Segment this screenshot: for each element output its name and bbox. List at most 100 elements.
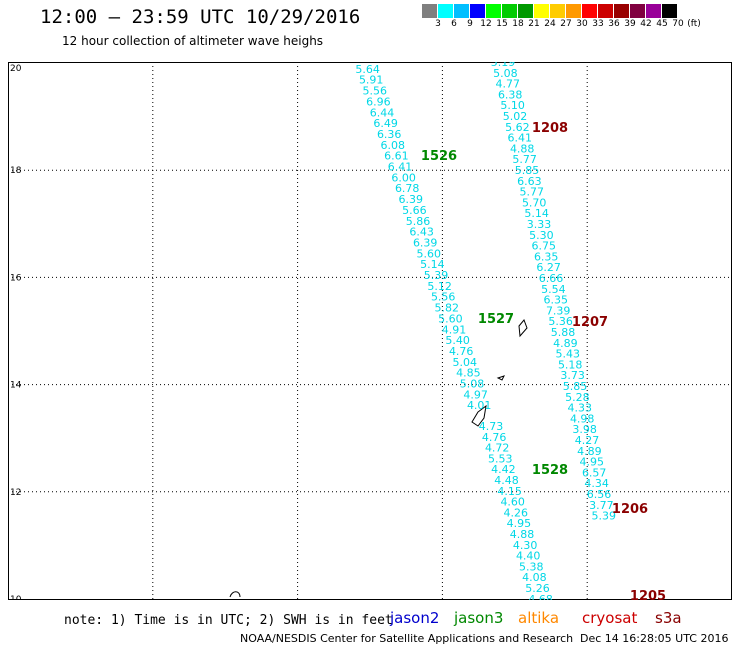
swh-value-1525: 5.72 bbox=[352, 62, 377, 65]
colorbar-label: 70 bbox=[672, 19, 684, 29]
credit-date: Dec 14 16:28:05 UTC 2016 bbox=[580, 632, 729, 645]
colorbar-swatch bbox=[662, 4, 678, 18]
swh-value-1208: 6.35 bbox=[534, 250, 559, 263]
track-time-label: 1528 bbox=[532, 463, 568, 478]
rota-island bbox=[496, 375, 505, 381]
swh-value-1525: 5.04 bbox=[453, 356, 478, 369]
swh-value-1528: 4.40 bbox=[516, 550, 541, 563]
swh-value-1208: 6.57 bbox=[582, 466, 607, 479]
swh-value-1525: 6.39 bbox=[399, 193, 424, 206]
legend-jason2: jason2 bbox=[390, 609, 440, 627]
swh-value-1208: 5.77 bbox=[512, 153, 537, 166]
swh-value-1528: 4.42 bbox=[491, 463, 516, 476]
swh-value-1208: 5.14 bbox=[524, 207, 549, 220]
colorbar-label: 24 bbox=[544, 19, 556, 29]
colorbar-label: 45 bbox=[656, 19, 668, 29]
swh-value-1528: 4.30 bbox=[513, 539, 538, 552]
swh-value-1528: 4.48 bbox=[494, 474, 519, 487]
swh-value-1528: 4.08 bbox=[522, 571, 547, 584]
track-time-label: 1525 bbox=[385, 62, 421, 66]
swh-value-1528: 4.73 bbox=[479, 420, 504, 433]
swh-value-1525: 5.82 bbox=[435, 302, 460, 315]
swh-value-1525: 4.01 bbox=[467, 399, 492, 412]
swh-value-1525: 6.61 bbox=[384, 150, 409, 163]
track-time-label: 1205 bbox=[630, 589, 666, 600]
colorbar-swatch bbox=[518, 4, 534, 18]
swh-value-1208: 6.56 bbox=[587, 488, 612, 501]
track-time-label: 1206 bbox=[612, 502, 648, 517]
swh-value-1525: 4.76 bbox=[449, 345, 474, 358]
colorbar-swatch bbox=[486, 4, 502, 18]
track-time-label: 1208 bbox=[532, 121, 568, 136]
swh-value-1208: 4.89 bbox=[553, 337, 578, 350]
swh-value-1208: 3.77 bbox=[589, 499, 614, 512]
swh-value-1525: 6.78 bbox=[395, 182, 420, 195]
swh-value-1208: 5.85 bbox=[515, 164, 540, 177]
swh-value-1525: 6.43 bbox=[409, 226, 434, 239]
swh-value-1528: 4.88 bbox=[510, 528, 535, 541]
swh-value-1208: 5.28 bbox=[565, 391, 590, 404]
colorbar-label: 9 bbox=[467, 19, 473, 29]
swh-value-1208: 5.10 bbox=[500, 99, 525, 112]
swh-value-1208: 4.33 bbox=[568, 402, 593, 415]
swh-value-1208: 5.85 bbox=[563, 380, 588, 393]
colorbar-swatch bbox=[582, 4, 598, 18]
colorbar bbox=[422, 4, 678, 18]
swh-value-1208: 5.39 bbox=[592, 510, 617, 523]
lat-tick-label: 10 bbox=[10, 595, 22, 600]
colorbar-swatch bbox=[630, 4, 646, 18]
swh-value-1525: 5.08 bbox=[460, 378, 485, 391]
swh-value-1208: 4.95 bbox=[580, 456, 605, 469]
swh-value-1528: 5.38 bbox=[519, 560, 544, 573]
swh-value-1525: 6.49 bbox=[373, 117, 398, 130]
swh-value-1208: 4.98 bbox=[570, 412, 595, 425]
map-subtitle: 12 hour collection of altimeter wave hei… bbox=[62, 34, 324, 48]
swh-value-1525: 6.08 bbox=[381, 139, 406, 152]
swh-value-1208: 6.63 bbox=[517, 175, 542, 188]
colorbar-swatch bbox=[438, 4, 454, 18]
colorbar-swatch bbox=[550, 4, 566, 18]
colorbar-label: 18 bbox=[512, 19, 524, 29]
swh-value-1208: 5.77 bbox=[520, 186, 545, 199]
swh-value-1208: 6.27 bbox=[536, 261, 561, 274]
swh-value-1528: 4.95 bbox=[507, 517, 532, 530]
swh-value-1208: 5.08 bbox=[493, 67, 518, 80]
swh-value-1208: 3.73 bbox=[560, 369, 585, 382]
colorbar-label: 6 bbox=[451, 19, 457, 29]
swh-value-1208: 5.18 bbox=[558, 358, 583, 371]
track-time-label: 1207 bbox=[572, 315, 608, 330]
swh-value-1208: 5.70 bbox=[522, 196, 547, 209]
swh-value-1528: 4.60 bbox=[500, 496, 525, 509]
swh-value-1525: 4.97 bbox=[463, 388, 488, 401]
track-time-label: 1527 bbox=[478, 312, 514, 327]
legend-s3a: s3a bbox=[655, 609, 682, 627]
swh-value-1208: 6.66 bbox=[539, 272, 564, 285]
map-title: 12:00 – 23:59 UTC 10/29/2016 bbox=[40, 6, 361, 28]
swh-value-1208: 4.88 bbox=[510, 142, 535, 155]
swh-value-1208: 4.89 bbox=[577, 445, 602, 458]
swh-value-1525: 4.91 bbox=[442, 323, 467, 336]
swh-value-1208: 3.98 bbox=[572, 423, 597, 436]
colorbar-label: 3 bbox=[435, 19, 441, 29]
credit-text: NOAA/NESDIS Center for Satellite Applica… bbox=[240, 632, 574, 645]
colorbar-swatch bbox=[566, 4, 582, 18]
colorbar-label: 33 bbox=[592, 19, 604, 29]
colorbar-swatch bbox=[614, 4, 630, 18]
swh-value-1525: 5.56 bbox=[431, 291, 456, 304]
swh-value-1525: 4.85 bbox=[456, 367, 481, 380]
swh-value-1525: 5.14 bbox=[420, 258, 445, 271]
swh-value-1525: 5.66 bbox=[402, 204, 427, 217]
swh-value-1208: 5.88 bbox=[551, 326, 576, 339]
colorbar-swatch bbox=[598, 4, 614, 18]
lat-tick-label: 20 bbox=[10, 64, 22, 74]
swh-value-1208: 5.02 bbox=[503, 110, 528, 123]
colorbar-swatch bbox=[646, 4, 662, 18]
colorbar-label: 42 bbox=[640, 19, 652, 29]
colorbar-label: 39 bbox=[624, 19, 636, 29]
swh-value-1528: 4.76 bbox=[482, 431, 507, 444]
swh-value-1208: 7.39 bbox=[546, 304, 571, 317]
swh-value-1208: 5.54 bbox=[541, 283, 566, 296]
swh-value-1525: 6.00 bbox=[391, 171, 416, 184]
lat-tick-label: 18 bbox=[10, 166, 22, 176]
colorbar-label: 27 bbox=[560, 19, 572, 29]
